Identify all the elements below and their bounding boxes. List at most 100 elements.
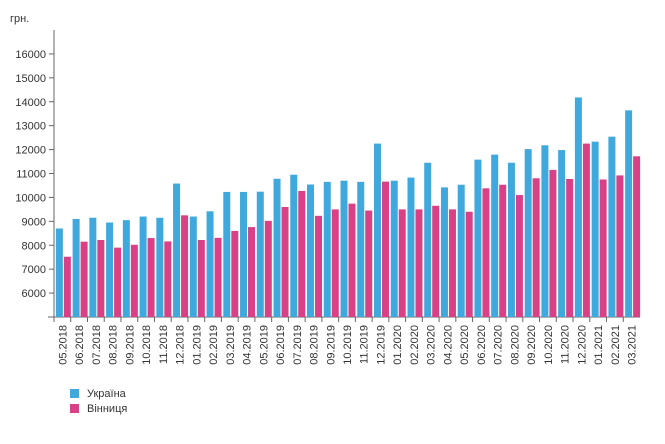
- bar-series-1[interactable]: [106, 222, 114, 317]
- bar-series-1[interactable]: [340, 180, 348, 317]
- bar-series-1[interactable]: [273, 178, 281, 317]
- x-tick-label: 08.2020: [509, 325, 521, 365]
- x-tick-label: 05.2019: [258, 325, 270, 365]
- bar-series-2[interactable]: [515, 195, 523, 317]
- bar-series-2[interactable]: [264, 220, 272, 317]
- bar-series-1[interactable]: [72, 218, 80, 317]
- x-tick-label: 09.2020: [526, 325, 538, 365]
- x-tick-label: 05.2018: [57, 325, 69, 365]
- bar-series-2[interactable]: [315, 215, 323, 317]
- legend-swatch-series-1: [70, 389, 79, 398]
- bar-series-1[interactable]: [223, 191, 231, 317]
- bar-series-1[interactable]: [357, 181, 365, 317]
- x-tick-label: 07.2020: [493, 325, 505, 365]
- legend-swatch-series-2: [70, 404, 79, 413]
- x-tick-label: 03.2020: [426, 325, 438, 365]
- bar-series-1[interactable]: [474, 159, 482, 317]
- bar-series-2[interactable]: [331, 209, 339, 318]
- bar-series-2[interactable]: [298, 190, 306, 317]
- bar-series-1[interactable]: [591, 141, 599, 317]
- bar-series-2[interactable]: [63, 256, 71, 317]
- legend-label-series-1: Україна: [87, 387, 126, 400]
- bar-series-2[interactable]: [432, 205, 440, 317]
- bar-series-2[interactable]: [582, 143, 590, 317]
- bar-series-2[interactable]: [465, 211, 473, 317]
- legend-item-series-2[interactable]: Вінниця: [70, 401, 127, 416]
- bar-series-1[interactable]: [608, 136, 616, 317]
- bar-series-2[interactable]: [415, 209, 423, 318]
- bar-series-2[interactable]: [147, 238, 155, 317]
- bar-series-1[interactable]: [122, 220, 130, 317]
- bar-series-2[interactable]: [231, 230, 239, 317]
- bar-series-2[interactable]: [164, 241, 172, 317]
- y-tick-label: 12000: [15, 145, 46, 157]
- y-axis-unit-label: грн.: [10, 13, 29, 25]
- x-tick-label: 12.2020: [576, 325, 588, 365]
- bar-series-2[interactable]: [381, 181, 389, 317]
- x-tick-label: 01.2021: [593, 325, 605, 365]
- bar-series-1[interactable]: [424, 162, 432, 317]
- bar-series-1[interactable]: [407, 177, 415, 317]
- bar-series-1[interactable]: [541, 145, 549, 317]
- bar-series-1[interactable]: [390, 180, 398, 317]
- y-tick-label: 11000: [16, 169, 46, 181]
- y-tick-label: 8000: [22, 240, 46, 252]
- bar-series-1[interactable]: [206, 211, 214, 317]
- y-tick-label: 10000: [15, 192, 46, 204]
- x-tick-label: 09.2018: [124, 325, 136, 365]
- x-tick-label: 01.2020: [392, 325, 404, 365]
- bar-series-2[interactable]: [398, 209, 406, 318]
- bar-series-2[interactable]: [281, 206, 289, 317]
- bar-series-1[interactable]: [55, 228, 63, 317]
- bar-series-1[interactable]: [89, 217, 97, 317]
- bar-series-1[interactable]: [625, 110, 633, 317]
- bar-series-2[interactable]: [549, 169, 557, 317]
- bar-series-1[interactable]: [156, 217, 164, 317]
- y-tick-label: 9000: [22, 216, 46, 228]
- legend-label-series-2: Вінниця: [87, 402, 128, 415]
- x-tick-label: 04.2019: [242, 325, 254, 365]
- bar-series-1[interactable]: [440, 187, 448, 317]
- bar-series-1[interactable]: [457, 184, 465, 317]
- bar-series-2[interactable]: [532, 178, 540, 317]
- bar-series-2[interactable]: [633, 156, 641, 317]
- bar-series-2[interactable]: [616, 175, 624, 317]
- bar-series-2[interactable]: [197, 239, 205, 317]
- bar-series-2[interactable]: [566, 179, 574, 317]
- bar-series-1[interactable]: [558, 150, 566, 317]
- legend-item-series-1[interactable]: Україна: [70, 386, 127, 401]
- bar-series-1[interactable]: [139, 216, 147, 317]
- bar-series-1[interactable]: [373, 143, 381, 317]
- bar-series-1[interactable]: [524, 149, 532, 317]
- bar-series-1[interactable]: [323, 181, 331, 317]
- bar-series-1[interactable]: [491, 154, 499, 317]
- bar-series-2[interactable]: [97, 239, 105, 317]
- bar-series-2[interactable]: [448, 209, 456, 318]
- bar-series-2[interactable]: [181, 215, 189, 317]
- bar-series-2[interactable]: [499, 184, 507, 317]
- x-tick-label: 10.2020: [543, 325, 555, 365]
- bar-series-2[interactable]: [130, 244, 138, 317]
- bar-series-1[interactable]: [574, 97, 582, 317]
- bar-series-2[interactable]: [214, 237, 222, 317]
- bar-series-2[interactable]: [599, 179, 607, 317]
- bar-series-2[interactable]: [80, 241, 88, 317]
- bar-series-1[interactable]: [256, 191, 264, 317]
- x-tick-label: 08.2018: [108, 325, 120, 365]
- bar-series-2[interactable]: [114, 247, 122, 317]
- bar-series-1[interactable]: [173, 183, 181, 317]
- bar-series-2[interactable]: [482, 188, 490, 317]
- bar-series-2[interactable]: [248, 227, 256, 317]
- bar-series-2[interactable]: [365, 210, 373, 317]
- x-tick-label: 02.2021: [610, 325, 622, 365]
- bar-series-1[interactable]: [290, 174, 298, 317]
- bar-series-1[interactable]: [189, 216, 197, 317]
- x-tick-label: 12.2019: [375, 325, 387, 365]
- bar-chart: 6000 7000 8000 9000 10000 11000 12000 13000 1400…: [10, 13, 641, 365]
- bar-series-1[interactable]: [507, 162, 515, 317]
- x-tick-label: 05.2020: [459, 325, 471, 365]
- x-tick-label: 11.2018: [158, 325, 170, 364]
- bar-series-1[interactable]: [307, 184, 315, 318]
- bar-series-1[interactable]: [240, 191, 248, 317]
- bar-series-2[interactable]: [348, 203, 356, 317]
